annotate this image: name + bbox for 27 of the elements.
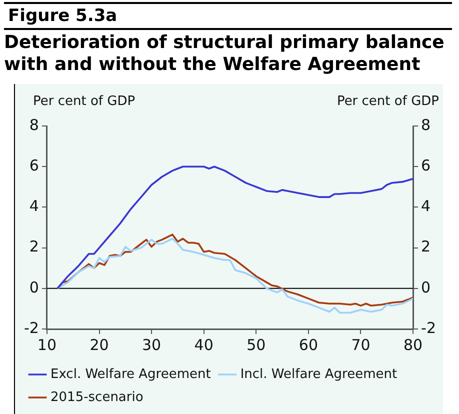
x-tick-label: 50 — [246, 336, 266, 354]
x-tick-label: 10 — [37, 336, 57, 354]
y2-axis-title: Per cent of GDP — [336, 94, 440, 109]
x-tick-label: 30 — [142, 336, 162, 354]
legend-label: Incl. Welfare Agreement — [240, 366, 398, 382]
y-tick-label: 2 — [29, 238, 39, 256]
x-tick-label: 80 — [403, 336, 423, 354]
y-tick-label: 6 — [29, 156, 39, 174]
y2-tick-label: 6 — [421, 156, 431, 174]
y2-tick-label: -2 — [421, 318, 436, 337]
chart-title: Deterioration of structural primary balance with and without the Welfare Agreement — [4, 32, 446, 76]
y2-tick-label: 0 — [421, 278, 431, 296]
y-tick-label: 8 — [29, 116, 39, 134]
legend-label: 2015-scenario — [50, 390, 144, 405]
x-tick-label: 70 — [351, 336, 370, 354]
y2-tick-label: 8 — [421, 116, 431, 134]
x-tick-label: 20 — [90, 336, 109, 354]
x-tick-label: 40 — [194, 336, 214, 354]
caption: Figure 5.3a — [4, 2, 452, 30]
y-axis-title: Per cent of GDP — [33, 94, 136, 109]
y-tick-label: 4 — [29, 197, 39, 216]
y2-tick-label: 2 — [421, 238, 431, 256]
y-tick-label: -2 — [24, 318, 39, 337]
x-tick-label: 60 — [298, 336, 318, 354]
y-tick-label: 0 — [29, 278, 39, 296]
legend-label: Excl. Welfare Agreement — [50, 366, 211, 382]
y2-tick-label: 4 — [421, 197, 431, 216]
